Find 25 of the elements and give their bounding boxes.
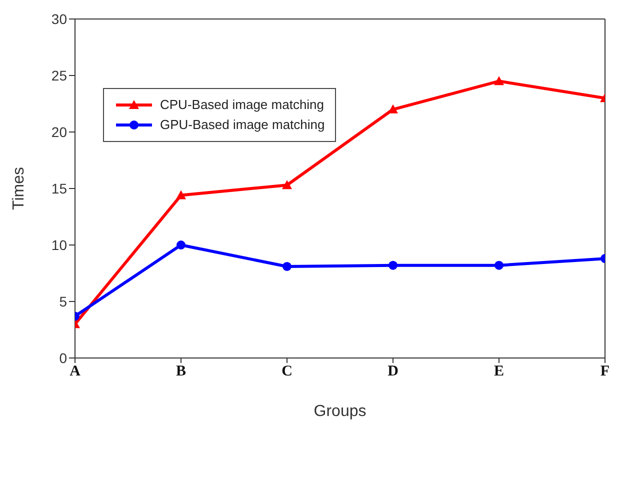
point <box>176 240 186 250</box>
point <box>176 190 186 200</box>
point <box>282 262 292 271</box>
x-tick-label: E <box>494 364 504 380</box>
y-tick-label: 10 <box>51 236 68 253</box>
x-tick-label: D <box>388 364 399 380</box>
x-axis-title: Groups <box>314 403 366 420</box>
y-tick-label: 15 <box>51 180 68 196</box>
y-tick-label: 20 <box>51 124 68 140</box>
y-tick-label: 30 <box>51 10 68 27</box>
x-tick-label: F <box>600 364 610 380</box>
x-tick-label: B <box>176 364 186 380</box>
x-tick-label: C <box>282 364 292 380</box>
y-tick-label: 0 <box>59 350 68 366</box>
point <box>494 260 504 270</box>
point <box>388 104 398 114</box>
y-axis-title: Times <box>10 167 28 210</box>
y-tick-label: 5 <box>59 293 68 310</box>
point <box>282 180 292 190</box>
legend-label: CPU-Based image matching <box>160 96 324 114</box>
point <box>494 76 504 86</box>
y-tick-label: 25 <box>51 67 68 84</box>
x-tick-label: A <box>70 364 81 380</box>
legend-label: GPU-Based image matching <box>160 116 325 134</box>
point <box>388 260 398 270</box>
